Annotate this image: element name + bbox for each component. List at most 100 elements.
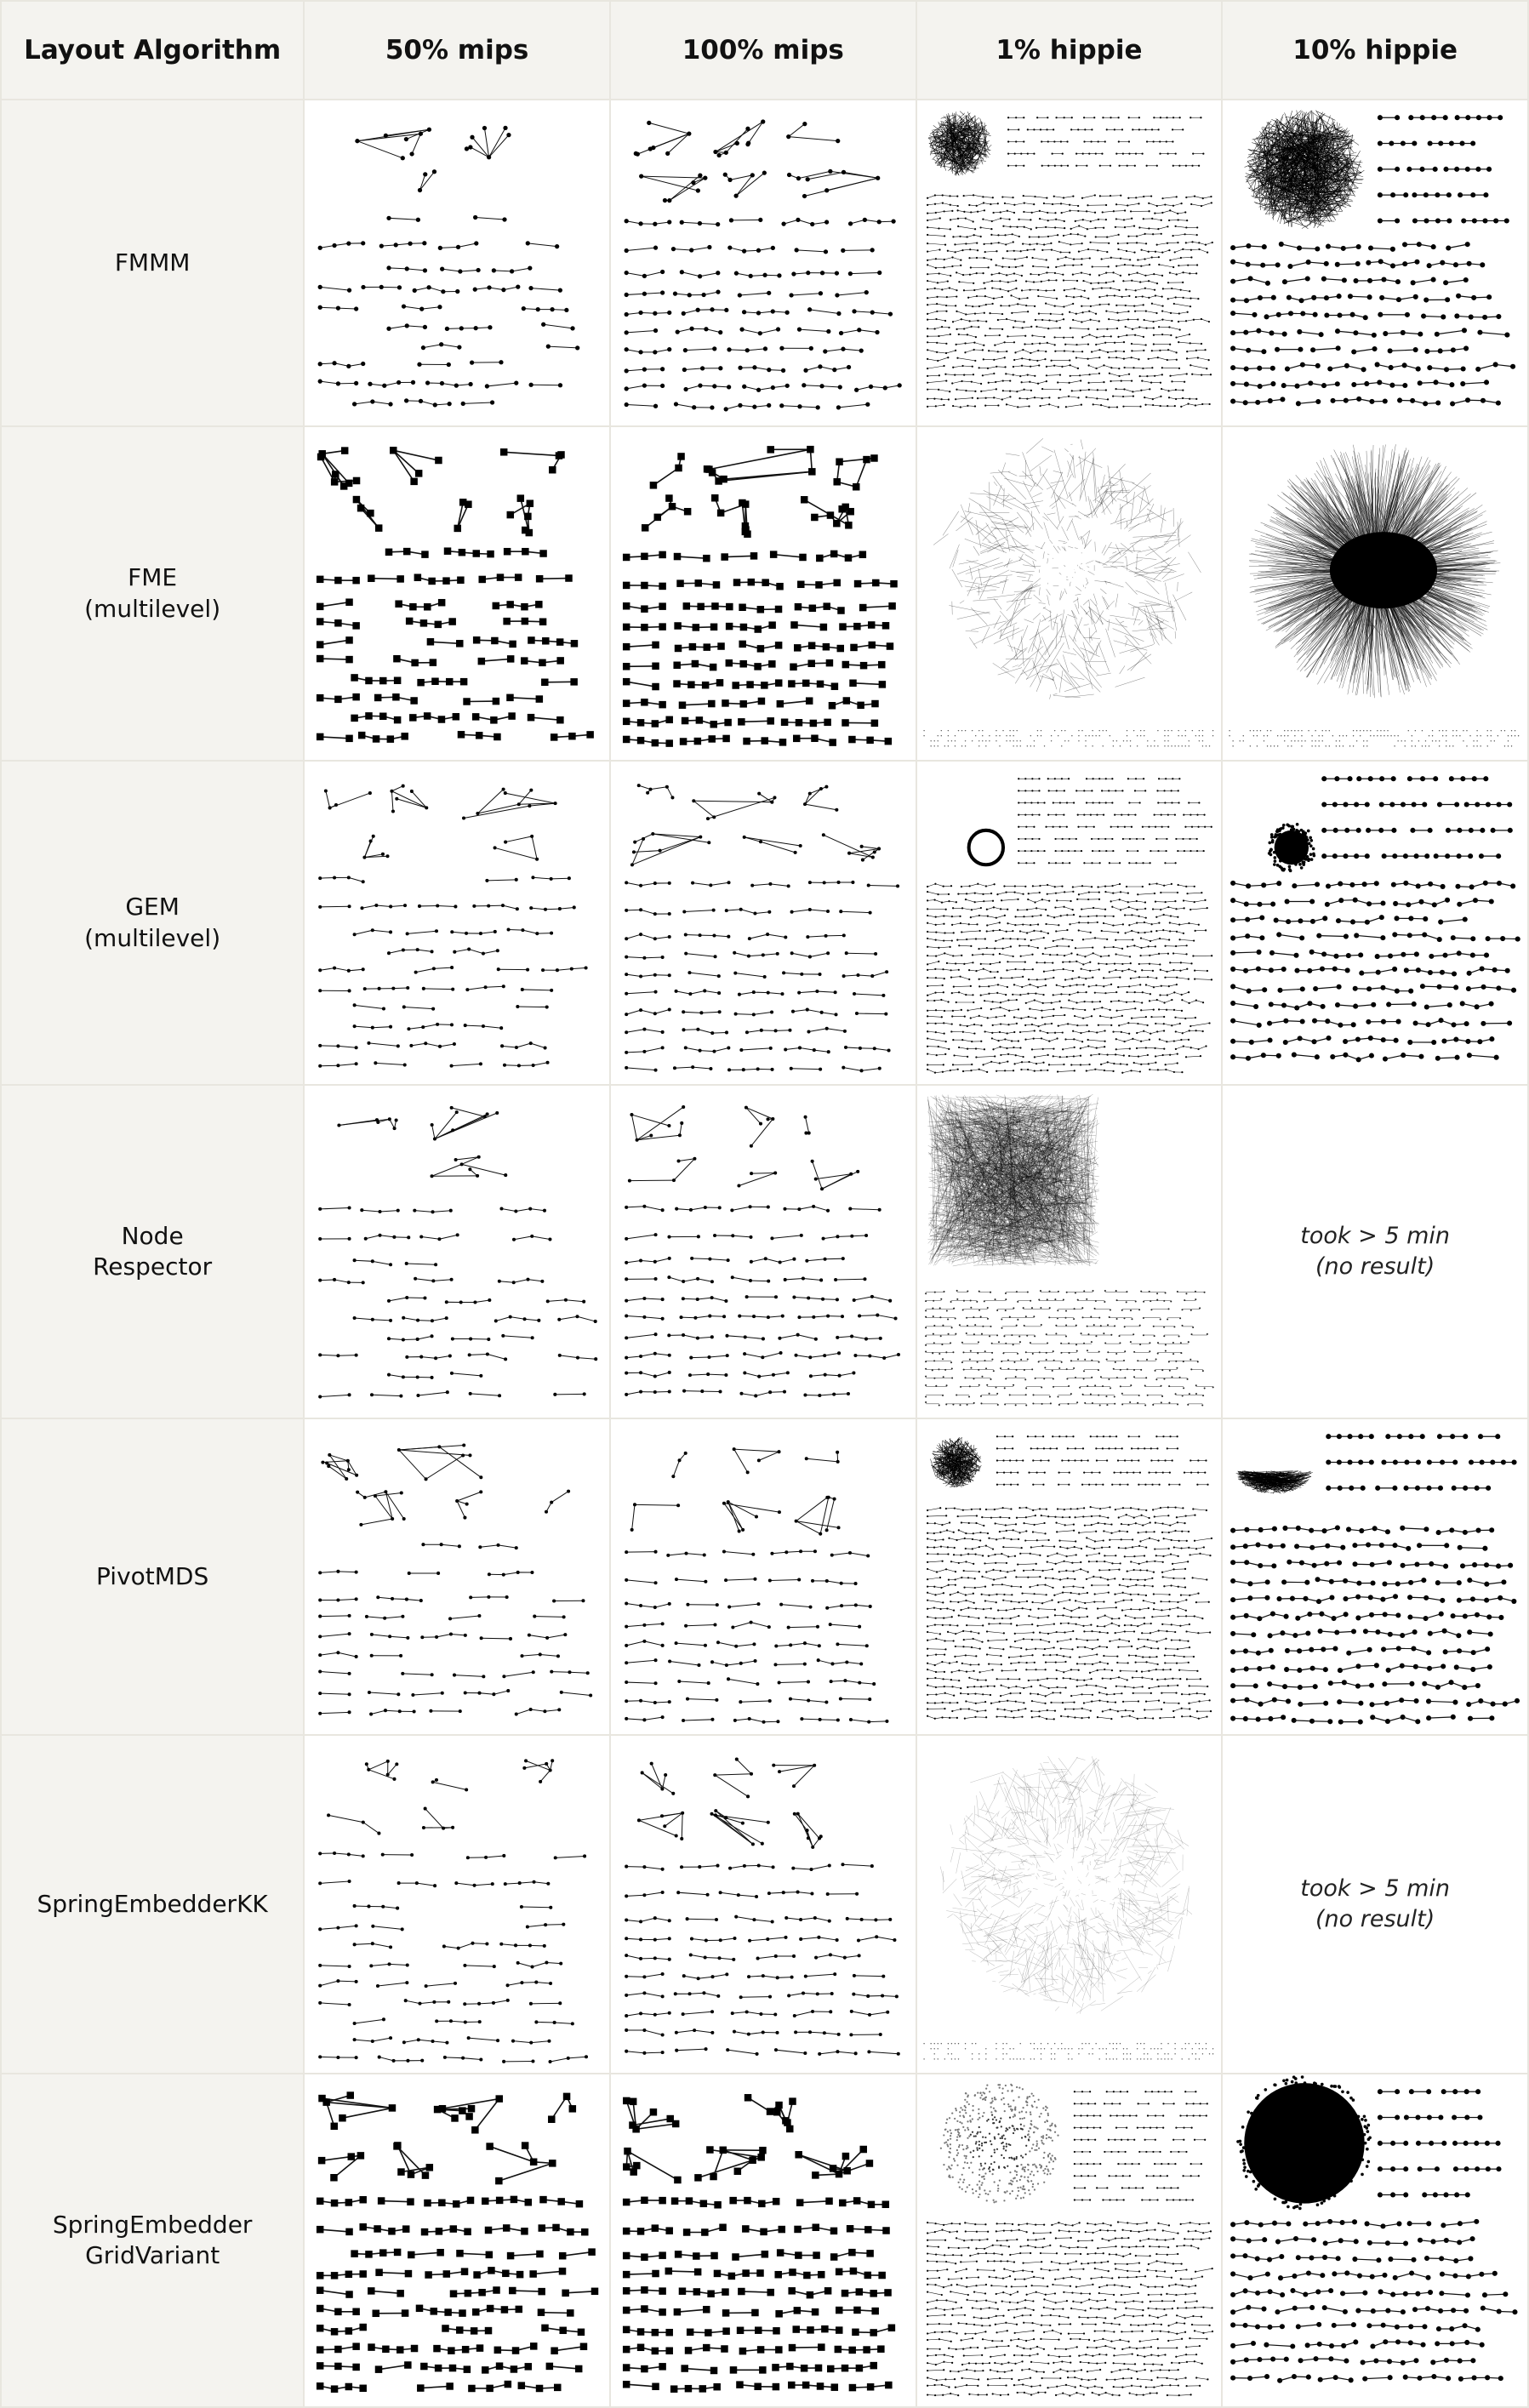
algorithm-label-line: PivotMDS — [2, 1561, 303, 1592]
graph-layout-drawing — [305, 100, 609, 425]
graph-cell — [1222, 1418, 1528, 1735]
graph-layout-drawing — [305, 1419, 609, 1734]
graph-hairball — [927, 1435, 1212, 1720]
graph-hairball — [927, 111, 1213, 408]
graph-cell — [304, 1735, 610, 2074]
graph-cell — [916, 1085, 1223, 1418]
algorithm-label: PivotMDS — [1, 1418, 304, 1735]
graph-layout-drawing — [1223, 762, 1527, 1084]
graph-layout-drawing — [305, 2074, 609, 2406]
algorithm-label-line: SpringEmbedder — [2, 2210, 303, 2240]
algorithm-row: GEM(multilevel) — [1, 761, 1528, 1085]
graph-radial — [923, 438, 1213, 746]
graph-components — [623, 446, 898, 747]
graph-components — [318, 785, 587, 1068]
algorithm-label: SpringEmbedderKK — [1, 1735, 304, 2074]
no-result-note: took > 5 min(no result) — [1223, 1874, 1527, 1936]
graph-layout-drawing — [1223, 2074, 1527, 2406]
header-col-10-hippie: 10% hippie — [1222, 1, 1528, 100]
graph-layout-drawing — [611, 1086, 916, 1418]
graph-layout-drawing — [305, 762, 609, 1084]
graph-cell — [304, 1085, 610, 1418]
graph-components — [625, 119, 902, 411]
algorithm-row: FMMM — [1, 100, 1528, 426]
graph-cell — [610, 426, 916, 761]
algorithm-label-line: Node — [2, 1221, 303, 1252]
graph-cell — [1222, 426, 1528, 761]
graph-components — [317, 447, 594, 743]
graph-components — [318, 126, 580, 408]
header-layout-algorithm: Layout Algorithm — [1, 1, 304, 100]
graph-hairball — [1230, 111, 1515, 407]
algorithm-label-line: (multilevel) — [2, 594, 303, 625]
graph-cell — [916, 1418, 1223, 1735]
no-result-line: took > 5 min — [1223, 1874, 1527, 1904]
no-result-note: took > 5 min(no result) — [1223, 1221, 1527, 1283]
algorithm-label-line: SpringEmbedderKK — [2, 1889, 303, 1920]
graph-cell — [916, 761, 1223, 1085]
graph-layout-drawing — [917, 1086, 1222, 1418]
graph-hairball — [1230, 1434, 1520, 1724]
algorithm-label: FMMM — [1, 100, 304, 426]
algorithm-label-line: Respector — [2, 1252, 303, 1282]
header-col-100-mips: 100% mips — [610, 1, 916, 100]
header-col-50-mips: 50% mips — [304, 1, 610, 100]
graph-components — [318, 1759, 588, 2063]
graph-square — [925, 1094, 1214, 1406]
graph-cell — [610, 761, 916, 1085]
graph-cell — [610, 1735, 916, 2074]
graph-cell: took > 5 min(no result) — [1222, 1735, 1528, 2074]
algorithm-label-line: (multilevel) — [2, 923, 303, 954]
graph-cell — [916, 426, 1223, 761]
header-col-1-hippie: 1% hippie — [916, 1, 1223, 100]
graph-cell: took > 5 min(no result) — [1222, 1085, 1528, 1418]
graph-layout-drawing — [611, 427, 916, 760]
graph-components — [625, 1105, 900, 1397]
graph-layout-drawing — [611, 1736, 916, 2073]
graph-layout-drawing — [917, 1736, 1222, 2073]
header-row: Layout Algorithm 50% mips 100% mips 1% h… — [1, 1, 1528, 100]
graph-cell — [304, 1418, 610, 1735]
graph-layout-drawing — [305, 427, 609, 760]
graph-cell — [304, 426, 610, 761]
graph-radial — [923, 1756, 1213, 2060]
algorithm-row: FME(multilevel) — [1, 426, 1528, 761]
graph-layout-drawing — [305, 1086, 609, 1418]
graph-cell — [1222, 761, 1528, 1085]
graph-components — [318, 1444, 592, 1716]
graph-layout-drawing — [611, 1419, 916, 1734]
graph-layout-drawing — [305, 1736, 609, 2073]
algorithm-row: PivotMDS — [1, 1418, 1528, 1735]
graph-layout-drawing — [611, 100, 916, 425]
graph-cell — [610, 1085, 916, 1418]
graph-cell — [610, 1418, 916, 1735]
graph-cell — [610, 2074, 916, 2407]
graph-cell — [610, 100, 916, 426]
graph-components — [625, 1758, 900, 2056]
algorithm-label-line: FME — [2, 562, 303, 593]
algorithm-label-line: FMMM — [2, 248, 303, 278]
graph-cell — [304, 100, 610, 426]
no-result-line: (no result) — [1223, 1904, 1527, 1935]
graph-components — [623, 2094, 895, 2393]
graph-layout-drawing — [917, 100, 1222, 425]
graph-components — [317, 2091, 598, 2393]
graph-layout-drawing — [917, 762, 1222, 1084]
graph-layout-drawing — [917, 1419, 1222, 1734]
graph-hairball — [927, 2084, 1213, 2397]
graph-layout-drawing — [611, 762, 916, 1084]
no-result-line: took > 5 min — [1223, 1221, 1527, 1252]
graph-components — [318, 1106, 597, 1399]
graph-radial — [1229, 444, 1520, 746]
graph-components — [625, 1447, 888, 1724]
graph-cell — [304, 2074, 610, 2407]
graph-cell — [916, 2074, 1223, 2407]
graph-hairball — [927, 778, 1212, 1074]
graph-layout-drawing — [1223, 427, 1527, 760]
graph-layout-drawing — [917, 427, 1222, 760]
